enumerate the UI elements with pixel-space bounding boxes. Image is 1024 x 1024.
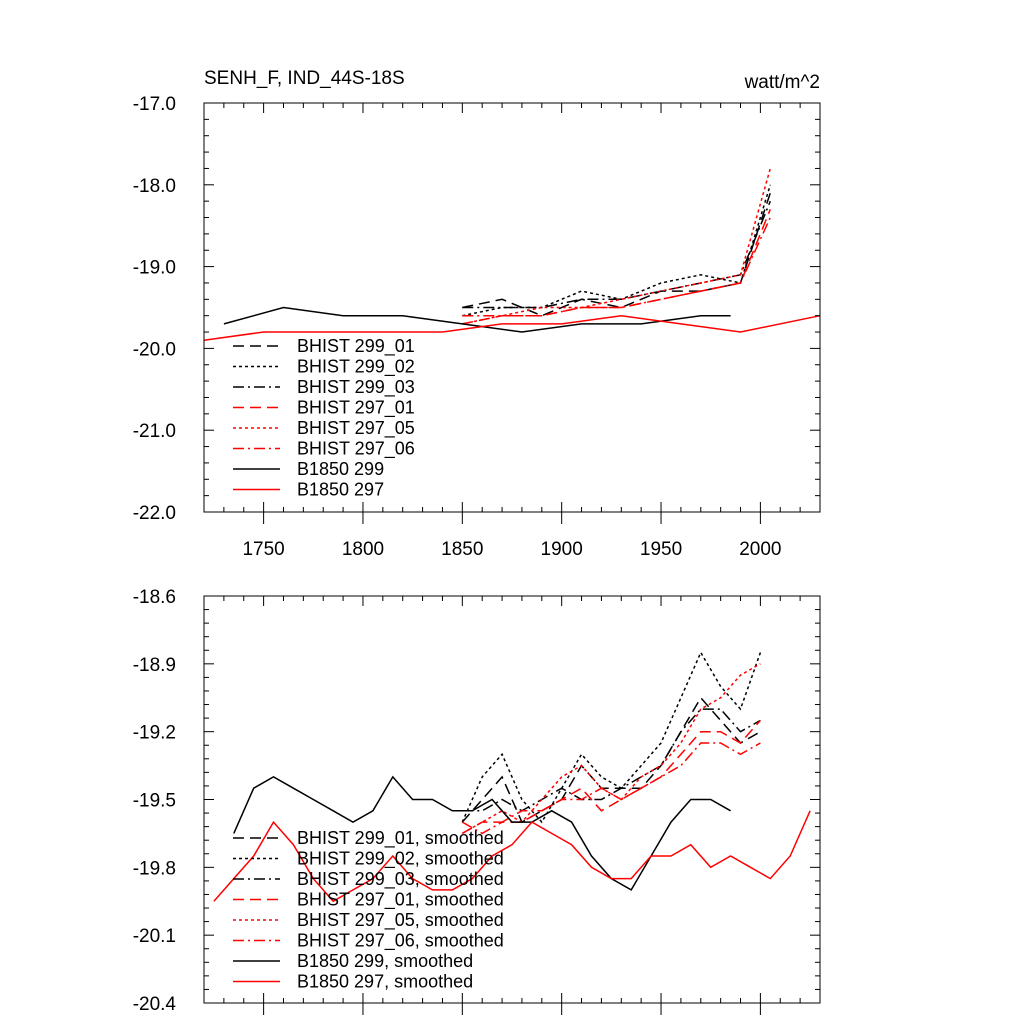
x-tick-label: 2000 <box>739 539 781 560</box>
legend-label: BHIST 299_02 <box>297 357 415 378</box>
y-tick-label: -20.4 <box>133 994 177 1015</box>
series-line-2-7 <box>233 775 731 891</box>
x-tick-label: 1800 <box>342 539 384 560</box>
y-tick-label: -20.0 <box>133 339 176 360</box>
y-tick-label: -18.0 <box>133 176 176 197</box>
legend-label: BHIST 299_03, smoothed <box>297 869 504 890</box>
y-tick-label: -19.0 <box>133 258 176 279</box>
y-tick-label: -20.1 <box>133 926 176 947</box>
bottom-panel: -20.4 -20.1 -19.8 -19.5 -19.2 -18.9 -18.6 BHIST… <box>133 587 821 1015</box>
legend-label: BHIST 297_05 <box>297 418 415 439</box>
legend-label: BHIST 299_01, smoothed <box>297 828 504 849</box>
chart-title: SENH_F, IND_44S-18S <box>204 68 405 89</box>
series-line-2-8 <box>213 810 811 903</box>
legend-label: BHIST 299_02, smoothed <box>297 849 504 870</box>
y-tick-label: -17.0 <box>133 94 176 115</box>
y-tick-label: -22.0 <box>133 503 176 524</box>
legend-label: BHIST 299_01 <box>297 336 415 357</box>
y-tick-label: -18.9 <box>133 655 176 676</box>
x-tick-label: 1750 <box>242 539 284 560</box>
series-line-1-6 <box>462 217 771 317</box>
top-panel: -22.0 -21.0 -20.0 -19.0 -18.0 -17.0 1750 1800 18… <box>133 68 821 560</box>
series-line-1-4 <box>462 209 771 325</box>
y-tick-label: -19.8 <box>133 858 176 879</box>
legend-label: B1850 297, smoothed <box>297 972 473 992</box>
series-line-1-3 <box>462 200 771 309</box>
series-line-2-3 <box>462 708 761 812</box>
x-tick-label: 1850 <box>441 539 483 560</box>
y-tick-label: -21.0 <box>133 421 176 442</box>
legend-label: B1850 299 <box>297 459 384 479</box>
legend-label: B1850 299, smoothed <box>297 951 473 971</box>
series-line-2-1 <box>461 696 761 824</box>
series-line-1-2 <box>462 184 772 317</box>
legend-label: BHIST 299_03 <box>297 377 415 398</box>
legend-label: BHIST 297_01 <box>297 398 415 419</box>
series-line-2-5 <box>461 663 761 835</box>
series-line-1-5 <box>462 168 772 325</box>
legend-label: BHIST 297_01, smoothed <box>297 890 504 911</box>
series-line-1-8 <box>203 314 821 341</box>
series-line-2-2 <box>461 650 762 824</box>
x-tick-label: 1950 <box>640 539 682 560</box>
legend-label: BHIST 297_05, smoothed <box>297 910 504 931</box>
y-tick-label: -19.2 <box>133 723 176 744</box>
y-tick-label: -18.6 <box>133 587 176 608</box>
series-line-2-6 <box>461 742 761 835</box>
y-tick-label: -19.5 <box>133 791 176 812</box>
series-line-1-1 <box>462 192 772 317</box>
series-line-1-7 <box>223 306 731 333</box>
x-tick-label: 1900 <box>541 539 583 560</box>
plot-frame <box>203 102 821 513</box>
units-label: watt/m^2 <box>744 72 820 93</box>
legend-label: BHIST 297_06, smoothed <box>297 931 504 952</box>
legend-label: B1850 297 <box>297 480 384 500</box>
legend-label: BHIST 297_06 <box>297 439 415 460</box>
